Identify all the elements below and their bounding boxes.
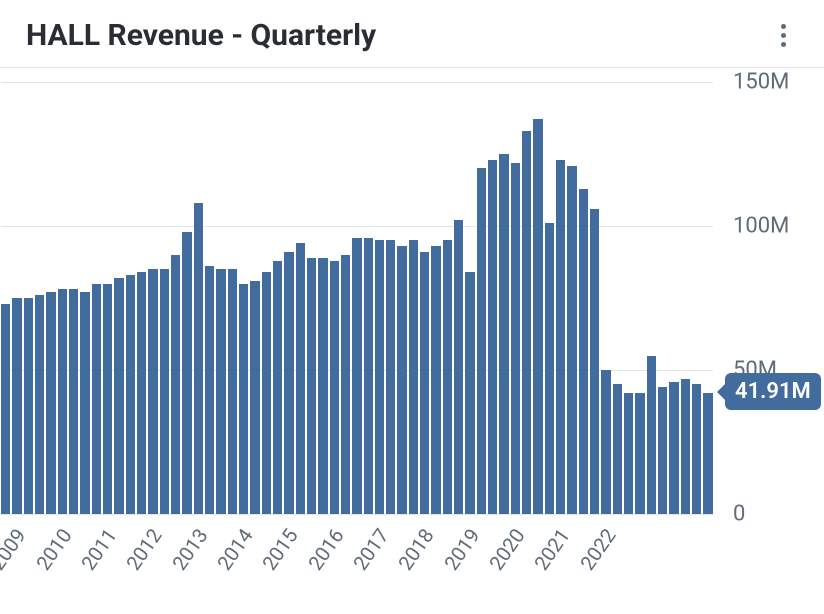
x-tick-label: 2012 <box>122 524 167 575</box>
bar[interactable] <box>239 284 248 514</box>
bar[interactable] <box>352 238 361 514</box>
x-tick-label: 2015 <box>258 524 303 575</box>
header-divider <box>0 67 824 68</box>
bar[interactable] <box>647 356 656 514</box>
bar[interactable] <box>590 209 599 514</box>
x-tick-label: 2010 <box>31 524 76 575</box>
bar[interactable] <box>58 289 67 514</box>
bar[interactable] <box>35 295 44 514</box>
bar[interactable] <box>601 370 610 514</box>
bar[interactable] <box>420 252 429 514</box>
bar[interactable] <box>284 252 293 514</box>
value-callout: 41.91M <box>725 373 821 410</box>
bar[interactable] <box>262 272 271 514</box>
bar[interactable] <box>624 393 633 514</box>
x-tick-label: 2022 <box>575 524 620 575</box>
bar[interactable] <box>409 240 418 514</box>
bar[interactable] <box>148 269 157 514</box>
bar[interactable] <box>1 304 10 514</box>
bar[interactable] <box>126 275 135 514</box>
bar[interactable] <box>12 298 21 514</box>
bar[interactable] <box>92 284 101 514</box>
gridline <box>1 514 713 515</box>
bar[interactable] <box>681 379 690 514</box>
bar[interactable] <box>386 240 395 514</box>
bar[interactable] <box>533 119 542 514</box>
bar[interactable] <box>669 382 678 514</box>
bar[interactable] <box>46 292 55 514</box>
bar[interactable] <box>511 163 520 514</box>
x-tick-label: 2013 <box>167 524 212 575</box>
bar[interactable] <box>703 393 712 514</box>
bar[interactable] <box>250 281 259 514</box>
bar[interactable] <box>296 243 305 514</box>
bar[interactable] <box>80 292 89 514</box>
x-tick-label: 2021 <box>530 524 575 575</box>
bar[interactable] <box>692 384 701 514</box>
bar[interactable] <box>228 269 237 514</box>
bar[interactable] <box>613 384 622 514</box>
x-tick-label: 2009 <box>0 524 31 575</box>
bar[interactable] <box>556 160 565 514</box>
bar[interactable] <box>488 160 497 514</box>
x-tick-label: 2019 <box>439 524 484 575</box>
bar-series <box>1 82 713 514</box>
bar[interactable] <box>522 131 531 514</box>
callout-label: 41.91M <box>735 379 811 404</box>
x-tick-label: 2016 <box>303 524 348 575</box>
x-tick-label: 2014 <box>212 524 257 575</box>
x-tick-label: 2011 <box>76 524 121 575</box>
bar[interactable] <box>330 261 339 514</box>
bar[interactable] <box>375 240 384 514</box>
chart-title: HALL Revenue - Quarterly <box>26 18 376 53</box>
vertical-dots-icon <box>781 24 786 29</box>
bar[interactable] <box>216 269 225 514</box>
bar[interactable] <box>341 255 350 514</box>
bar[interactable] <box>137 272 146 514</box>
x-tick-label: 2018 <box>394 524 439 575</box>
bar[interactable] <box>182 232 191 514</box>
more-options-button[interactable] <box>768 21 798 51</box>
bar[interactable] <box>499 154 508 514</box>
bar[interactable] <box>318 258 327 514</box>
vertical-dots-icon <box>781 42 786 47</box>
bar[interactable] <box>160 269 169 514</box>
bar[interactable] <box>171 255 180 514</box>
y-tick-label: 100M <box>733 214 824 239</box>
bar[interactable] <box>307 258 316 514</box>
bar[interactable] <box>477 168 486 514</box>
x-tick-label: 2020 <box>484 524 529 575</box>
y-tick-label: 0 <box>733 502 824 527</box>
bar[interactable] <box>635 393 644 514</box>
bar[interactable] <box>103 284 112 514</box>
bar[interactable] <box>465 272 474 514</box>
bar[interactable] <box>69 289 78 514</box>
x-tick-label: 2017 <box>348 524 393 575</box>
bar[interactable] <box>658 387 667 514</box>
bar[interactable] <box>114 278 123 514</box>
bar[interactable] <box>397 246 406 514</box>
chart-plot-area <box>1 82 713 514</box>
bar[interactable] <box>273 261 282 514</box>
chart-header: HALL Revenue - Quarterly <box>0 0 824 67</box>
bar[interactable] <box>364 238 373 514</box>
bar[interactable] <box>454 220 463 514</box>
bar[interactable] <box>545 223 554 514</box>
y-axis-labels: 050M100M150M <box>733 82 824 514</box>
bar[interactable] <box>579 189 588 514</box>
bar[interactable] <box>194 203 203 514</box>
bar[interactable] <box>443 240 452 514</box>
x-axis-labels: 2009201020112012201320142015201620172018… <box>1 524 713 602</box>
bar[interactable] <box>567 166 576 514</box>
y-tick-label: 150M <box>733 70 824 95</box>
bar[interactable] <box>205 266 214 514</box>
bar[interactable] <box>24 298 33 514</box>
bar[interactable] <box>431 246 440 514</box>
vertical-dots-icon <box>781 33 786 38</box>
